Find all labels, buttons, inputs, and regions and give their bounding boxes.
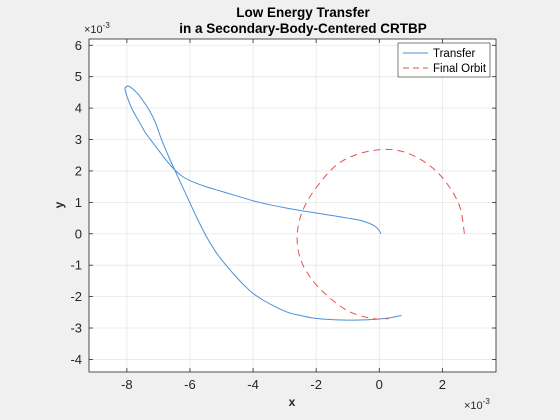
y-tick-label: -2 [70, 289, 82, 304]
y-tick-label: 3 [75, 132, 82, 147]
y-tick-label: -3 [70, 321, 82, 336]
legend: Transfer Final Orbit [397, 42, 491, 78]
series-line-transfer [124, 85, 402, 321]
x-tick-label: -6 [184, 377, 196, 392]
y-tick-label: -1 [70, 258, 82, 273]
plot-frame [88, 38, 497, 373]
series-line-final-orbit [296, 148, 465, 320]
plot-area [89, 39, 496, 372]
x-tick-label: -2 [310, 377, 322, 392]
x-exponent-label: ×10-3 [464, 397, 490, 412]
y-axis-label: y [52, 201, 66, 208]
y-tick-label: 2 [75, 163, 82, 178]
x-tick-label: -4 [247, 377, 259, 392]
y-tick-label: 1 [75, 195, 82, 210]
y-tick-label: 0 [75, 226, 82, 241]
x-tick-label: 2 [439, 377, 446, 392]
x-tick-label: 0 [376, 377, 383, 392]
y-tick-label: 5 [75, 69, 82, 84]
axis-ticks: -8 -6 -4 -2 0 2 -4 -3 -2 -1 0 1 2 3 4 5 6 [70, 38, 496, 392]
x-tick-label: -8 [121, 377, 133, 392]
legend-entry-transfer: Transfer [433, 48, 476, 60]
legend-box [397, 42, 491, 78]
x-axis-label: x [289, 395, 296, 409]
chart-title-line-2: in a Secondary-Body-Centered CRTBP [179, 21, 427, 36]
series-layer [124, 85, 465, 321]
y-tick-label: -4 [70, 352, 82, 367]
y-exponent-label: ×10-3 [84, 21, 110, 36]
legend-entry-final-orbit: Final Orbit [433, 63, 487, 75]
grid-lines [89, 39, 496, 372]
y-tick-label: 6 [75, 38, 82, 53]
chart-title-line-1: Low Energy Transfer [236, 5, 370, 20]
y-tick-label: 4 [75, 101, 82, 116]
